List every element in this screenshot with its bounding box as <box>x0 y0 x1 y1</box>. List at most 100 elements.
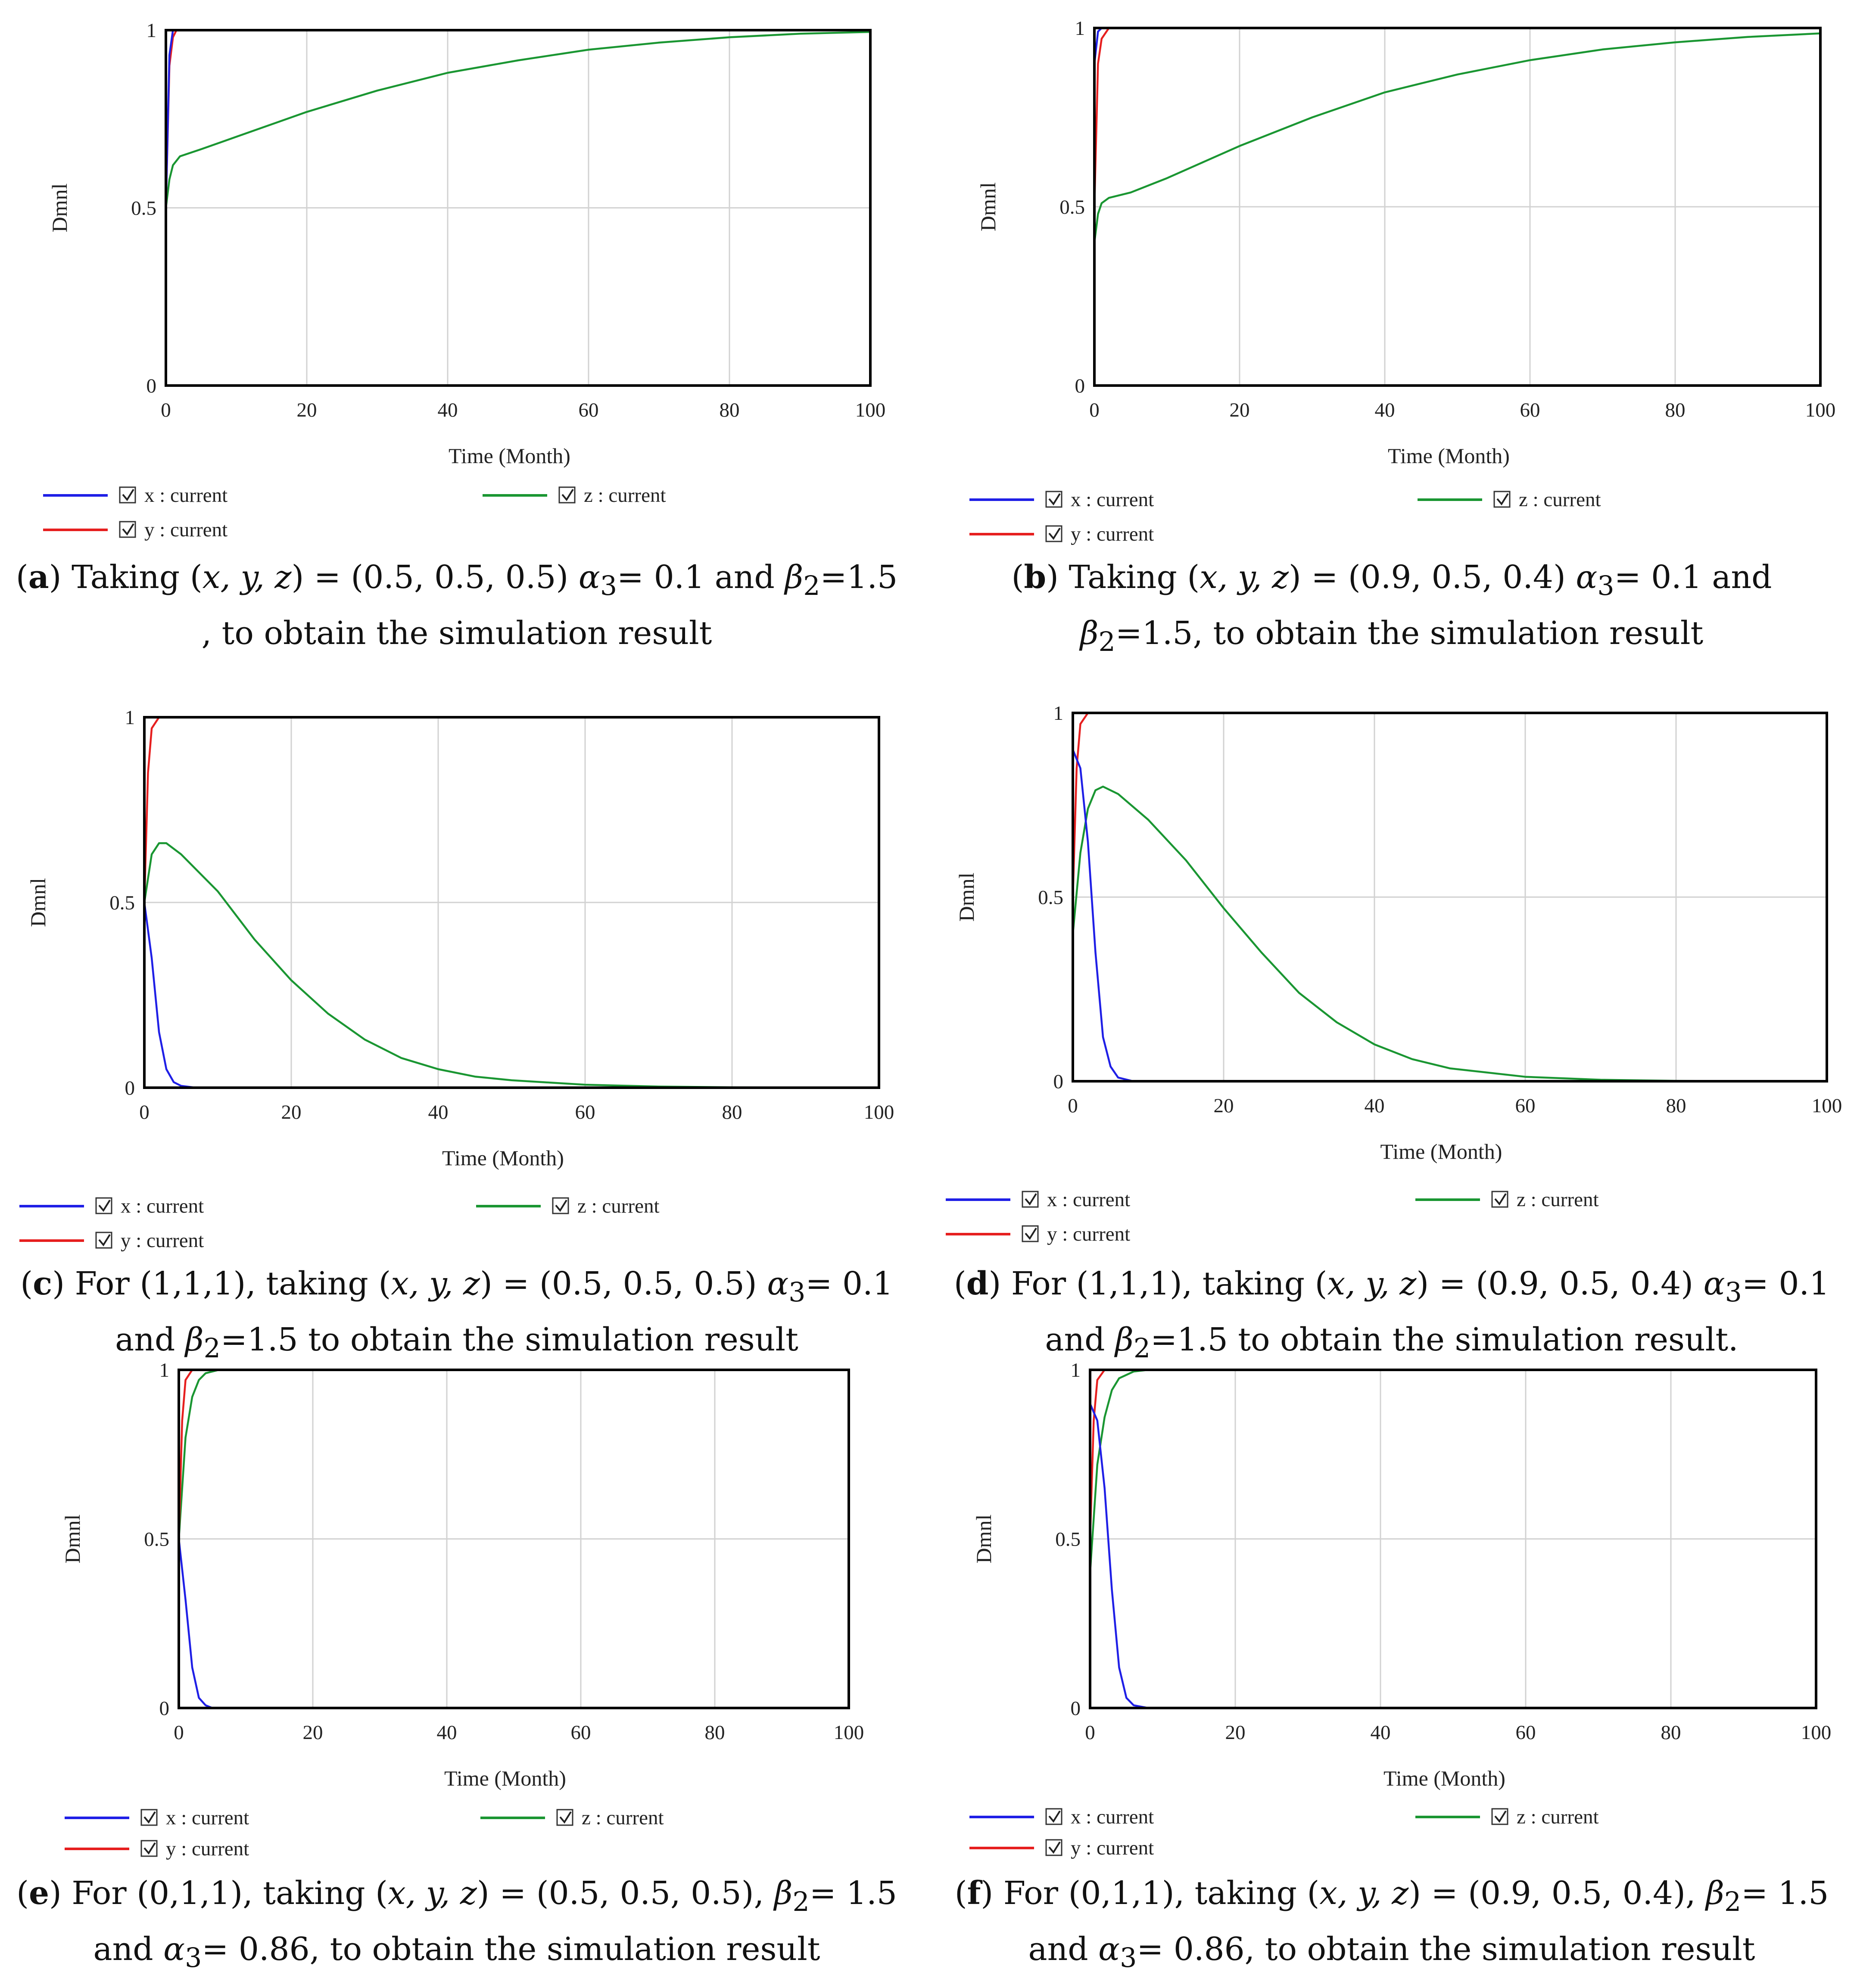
x-tick-label: 100 <box>1805 399 1836 421</box>
plot-frame <box>143 716 880 1089</box>
caption-part: ) = (0.9, 0.5, 0.4), <box>1408 1875 1706 1912</box>
series-line-z <box>1072 785 1827 1083</box>
x-tick-label: 80 <box>1666 1095 1686 1117</box>
legend-label: z : current <box>577 1195 660 1217</box>
plot-frame <box>1072 712 1828 1083</box>
legend-label: x : current <box>144 484 227 507</box>
legend-item-x[interactable]: x : current <box>19 1195 204 1217</box>
y-tick-label: 1 <box>159 1359 170 1381</box>
x-tick-label: 20 <box>303 1721 323 1744</box>
x-tick-label: 20 <box>297 399 317 421</box>
x-tick-label: 40 <box>1375 399 1395 421</box>
x-axis-label: Time (Month) <box>442 1146 564 1170</box>
caption-a: (a) Taking (x, y, z) = (0.5, 0.5, 0.5) α… <box>13 554 900 657</box>
legend-label: y : current <box>1071 523 1154 545</box>
y-tick-label: 0 <box>1071 1697 1081 1720</box>
legend-item-z[interactable]: z : current <box>483 484 666 507</box>
caption-part: a <box>28 559 49 596</box>
legend-item-y[interactable]: y : current <box>969 1837 1154 1859</box>
chart-b: 0 20 40 60 80 100 0 0.5 1 Time (Month) Dmnl x : cur… <box>969 17 1835 545</box>
check-icon <box>1494 1193 1507 1206</box>
check-icon <box>122 488 134 501</box>
caption-part: 2 <box>1724 1886 1742 1917</box>
y-axis-label: Dmnl <box>60 1515 84 1564</box>
series-line-x <box>1072 749 1827 1083</box>
caption-part: ) = (0.9, 0.5, 0.4) <box>1289 559 1576 596</box>
series-line-x <box>1093 27 1820 64</box>
x-axis-label: Time (Month) <box>1380 1139 1502 1164</box>
x-tick-label: 20 <box>281 1101 302 1123</box>
caption-part: ( <box>16 1875 29 1912</box>
caption-part: 3 <box>1725 1276 1742 1308</box>
series-line-y <box>1093 27 1820 207</box>
x-tick-label: 100 <box>834 1721 864 1744</box>
legend-label: y : current <box>1047 1223 1130 1245</box>
legend-item-x[interactable]: x : current <box>65 1807 249 1829</box>
caption-part: 3 <box>600 570 617 601</box>
series-line-z <box>165 31 871 208</box>
legend-item-y[interactable]: y : current <box>946 1223 1130 1245</box>
plot-frame <box>165 29 872 387</box>
x-tick-label: 40 <box>428 1101 449 1123</box>
series-line-z <box>1093 32 1821 243</box>
legend-item-y[interactable]: y : current <box>969 523 1154 545</box>
y-tick-label: 0.5 <box>1038 887 1063 909</box>
legend-item-z[interactable]: z : current <box>1418 488 1601 511</box>
caption-c: (c) For (1,1,1), taking (x, y, z) = (0.5… <box>13 1260 900 1372</box>
legend-label: z : current <box>582 1807 664 1829</box>
x-tick-label: 100 <box>1801 1721 1832 1744</box>
caption-b: (b) Taking (x, y, z) = (0.9, 0.5, 0.4) α… <box>948 554 1835 666</box>
caption-d: (d) For (1,1,1), taking (x, y, z) = (0.9… <box>948 1260 1835 1372</box>
caption-part: 2 <box>1133 1332 1151 1364</box>
y-tick-label: 0 <box>125 1077 135 1099</box>
legend-item-z[interactable]: z : current <box>1415 1188 1599 1211</box>
x-tick-label: 100 <box>1812 1095 1842 1117</box>
caption-part: β <box>1115 1321 1134 1358</box>
check-icon <box>122 523 134 536</box>
x-tick-label: 40 <box>438 399 458 421</box>
caption-part: 3 <box>1597 570 1614 601</box>
caption-part: = 0.1 and <box>115 1265 893 1358</box>
series-line-y <box>165 29 870 208</box>
caption-part: x, y, z <box>391 1265 480 1302</box>
legend-item-z[interactable]: z : current <box>1415 1806 1599 1828</box>
y-tick-label: 0 <box>1053 1070 1064 1093</box>
series-line-x <box>143 902 879 1089</box>
x-tick-label: 100 <box>855 399 886 421</box>
legend-item-x[interactable]: x : current <box>946 1188 1130 1211</box>
y-tick-label: 1 <box>1053 702 1064 725</box>
caption-part: ) For (1,1,1), taking ( <box>988 1265 1327 1302</box>
series-line-x <box>178 1539 849 1709</box>
caption-part: 2 <box>803 570 820 601</box>
check-icon <box>1496 493 1509 506</box>
y-axis-label: Dmnl <box>47 184 72 233</box>
legend-label: z : current <box>1517 1188 1599 1211</box>
legend-item-z[interactable]: z : current <box>480 1807 664 1829</box>
caption-part: f <box>967 1875 981 1912</box>
caption-part: ( <box>16 559 28 596</box>
x-tick-label: 40 <box>1371 1721 1391 1744</box>
legend-item-z[interactable]: z : current <box>476 1195 660 1217</box>
x-tick-label: 0 <box>1089 399 1100 421</box>
caption-part: e <box>28 1875 50 1912</box>
caption-part: = 0.1 and <box>1045 1265 1830 1358</box>
x-tick-label: 20 <box>1230 399 1250 421</box>
x-tick-label: 60 <box>1516 1721 1536 1744</box>
caption-e: (e) For (0,1,1), taking (x, y, z) = (0.5… <box>13 1870 900 1982</box>
check-icon <box>1048 1841 1061 1854</box>
check-icon <box>1048 527 1061 540</box>
legend-item-y[interactable]: y : current <box>19 1229 204 1252</box>
caption-part: ) Taking ( <box>49 559 203 596</box>
legend-item-x[interactable]: x : current <box>43 484 227 507</box>
plot-frame <box>1093 27 1822 387</box>
x-tick-label: 40 <box>1365 1095 1385 1117</box>
legend-item-y[interactable]: y : current <box>65 1838 249 1860</box>
caption-part: 3 <box>788 1276 806 1308</box>
legend-item-y[interactable]: y : current <box>43 519 227 541</box>
x-tick-label: 80 <box>720 399 740 421</box>
legend-item-x[interactable]: x : current <box>969 488 1154 511</box>
caption-part: 3 <box>1120 1942 1137 1973</box>
legend-item-x[interactable]: x : current <box>969 1806 1154 1828</box>
caption-part: β <box>185 1321 204 1358</box>
x-tick-label: 60 <box>575 1101 595 1123</box>
